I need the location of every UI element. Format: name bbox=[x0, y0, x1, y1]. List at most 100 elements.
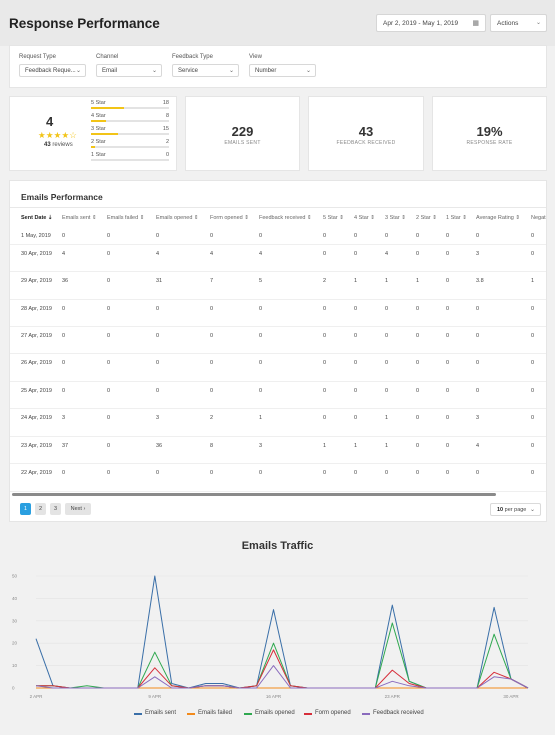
cell-date: 24 Apr, 2019 bbox=[21, 415, 52, 421]
series-line-emails-sent bbox=[35, 575, 529, 689]
cell-date: 29 Apr, 2019 bbox=[21, 278, 52, 284]
series-line-emails-opened bbox=[36, 622, 529, 689]
table-cell: 0 bbox=[416, 360, 420, 366]
rating-bar-track bbox=[91, 133, 169, 135]
column-header[interactable]: Emails failed ⇕ bbox=[107, 215, 145, 221]
horizontal-scrollbar[interactable] bbox=[12, 493, 496, 496]
column-header[interactable]: 4 Star ⇕ bbox=[354, 215, 375, 221]
actions-dropdown[interactable]: Actions ⌄ bbox=[490, 14, 547, 32]
table-cell: 0 bbox=[259, 360, 263, 366]
table-cell: 0 bbox=[354, 251, 358, 257]
table-cell: 0 bbox=[446, 360, 450, 366]
table-cell: 0 bbox=[156, 360, 160, 366]
table-cell: 0 bbox=[62, 360, 66, 366]
rating-distribution-row: 2 Star 2 bbox=[91, 139, 169, 151]
table-row: 26 Apr, 2019 0 0 0 0 0 0 0 0 0 0 0 0 bbox=[10, 354, 546, 382]
table-row: 29 Apr, 2019 36 0 31 7 5 2 1 1 1 0 3.8 1 bbox=[10, 272, 546, 300]
column-header[interactable]: Form opened ⇕ bbox=[210, 215, 249, 221]
page-1-button[interactable]: 1 bbox=[20, 503, 31, 515]
select-value: Feedback Reque... bbox=[25, 68, 76, 74]
column-header[interactable]: Sent Date ⇣ bbox=[21, 215, 53, 221]
table-cell: 0 bbox=[531, 443, 535, 449]
y-tick-label: 30 bbox=[12, 618, 18, 623]
column-header[interactable]: Average Rating ⇕ bbox=[476, 215, 520, 221]
page-3-button[interactable]: 3 bbox=[50, 503, 61, 515]
table-row: 28 Apr, 2019 0 0 0 0 0 0 0 0 0 0 0 0 bbox=[10, 300, 546, 327]
cell-date: 26 Apr, 2019 bbox=[21, 360, 52, 366]
y-tick-label: 10 bbox=[12, 663, 18, 668]
table-cell: 0 bbox=[416, 470, 420, 476]
cell-date: 23 Apr, 2019 bbox=[21, 443, 52, 449]
date-range-picker[interactable]: Apr 2, 2019 - May 1, 2019 ▦ bbox=[376, 14, 486, 32]
table-cell: 4 bbox=[62, 251, 66, 257]
filter-label: Channel bbox=[96, 54, 119, 60]
y-tick-label: 50 bbox=[12, 574, 18, 579]
page-2-button[interactable]: 2 bbox=[35, 503, 46, 515]
table-cell: 0 bbox=[107, 251, 111, 257]
feedback-type-select[interactable]: Service ⌄ bbox=[172, 64, 239, 77]
legend-item[interactable]: Form opened bbox=[304, 710, 351, 716]
column-header[interactable]: Negati bbox=[531, 215, 547, 221]
per-page-select[interactable]: 10 per page ⌄ bbox=[490, 503, 541, 516]
table-cell: 0 bbox=[323, 415, 327, 421]
y-tick-label: 20 bbox=[12, 641, 18, 646]
series-line-form-opened bbox=[36, 649, 529, 689]
table-cell: 0 bbox=[62, 306, 66, 312]
chevron-down-icon: ⌄ bbox=[228, 68, 234, 74]
filters-panel: Request Type Feedback Reque... ⌄ Channel… bbox=[9, 45, 547, 88]
table-cell: 0 bbox=[210, 333, 214, 339]
column-header[interactable]: 1 Star ⇕ bbox=[446, 215, 467, 221]
table-cell: 1 bbox=[385, 415, 389, 421]
filter-channel: Channel Email ⌄ bbox=[96, 54, 162, 77]
view-select[interactable]: Number ⌄ bbox=[249, 64, 316, 77]
legend-item[interactable]: Emails opened bbox=[244, 710, 295, 716]
table-cell: 0 bbox=[446, 278, 450, 284]
table-cell: 0 bbox=[354, 306, 358, 312]
table-cell: 1 bbox=[354, 443, 358, 449]
rating-bar-fill bbox=[91, 107, 124, 109]
legend-label: Emails opened bbox=[255, 710, 295, 716]
table-cell: 0 bbox=[416, 306, 420, 312]
table-cell: 0 bbox=[107, 306, 111, 312]
table-cell: 0 bbox=[446, 306, 450, 312]
table-cell: 3 bbox=[62, 415, 66, 421]
table-cell: 0 bbox=[259, 388, 263, 394]
request-type-select[interactable]: Feedback Reque... ⌄ bbox=[19, 64, 86, 77]
legend-swatch bbox=[244, 713, 252, 715]
date-range-value: Apr 2, 2019 - May 1, 2019 bbox=[383, 20, 459, 27]
star-count: 8 bbox=[165, 113, 169, 119]
column-header[interactable]: Emails sent ⇕ bbox=[62, 215, 97, 221]
table-cell: 4 bbox=[476, 443, 480, 449]
column-header[interactable]: Emails opened ⇕ bbox=[156, 215, 199, 221]
table-cell: 0 bbox=[156, 333, 160, 339]
x-tick-label: 2 APR bbox=[30, 694, 44, 699]
table-cell: 0 bbox=[416, 415, 420, 421]
feedback-received-card: 43 FEEDBACK RECEIVED bbox=[308, 96, 424, 171]
line-chart: 0 10 20 30 40 50 2 APR 9 APR 16 APR 23 APR 30 APR bbox=[12, 574, 529, 699]
chevron-down-icon: ⌄ bbox=[305, 68, 311, 74]
emails-sent-value: 229 bbox=[231, 124, 254, 139]
column-header[interactable]: 3 Star ⇕ bbox=[385, 215, 406, 221]
star-label: 2 Star bbox=[91, 139, 106, 145]
rating-summary-card: 4 ★★★★☆ 43 reviews 5 Star 18 4 Star 8 3 Star… bbox=[9, 96, 177, 171]
legend-item[interactable]: Emails failed bbox=[187, 710, 232, 716]
series-line-feedback-received bbox=[35, 665, 529, 689]
legend-item[interactable]: Emails sent bbox=[134, 710, 176, 716]
table-cell: 1 bbox=[259, 415, 263, 421]
next-page-button[interactable]: Next › bbox=[65, 503, 91, 515]
table-cell: 0 bbox=[107, 470, 111, 476]
column-header[interactable]: 5 Star ⇕ bbox=[323, 215, 344, 221]
table-cell: 0 bbox=[476, 470, 480, 476]
channel-select[interactable]: Email ⌄ bbox=[96, 64, 162, 77]
table-cell: 1 bbox=[323, 443, 327, 449]
response-rate-value: 19% bbox=[476, 124, 503, 139]
page-title: Response Performance bbox=[9, 16, 160, 31]
table-cell: 0 bbox=[354, 233, 358, 239]
rating-distribution-row: 3 Star 15 bbox=[91, 126, 169, 138]
column-header[interactable]: Feedback received ⇕ bbox=[259, 215, 312, 221]
legend-item[interactable]: Feedback received bbox=[362, 710, 424, 716]
column-header[interactable]: 2 Star ⇕ bbox=[416, 215, 437, 221]
table-row: 27 Apr, 2019 0 0 0 0 0 0 0 0 0 0 0 0 bbox=[10, 327, 546, 354]
rating-distribution-row: 4 Star 8 bbox=[91, 113, 169, 125]
table-cell: 0 bbox=[416, 251, 420, 257]
